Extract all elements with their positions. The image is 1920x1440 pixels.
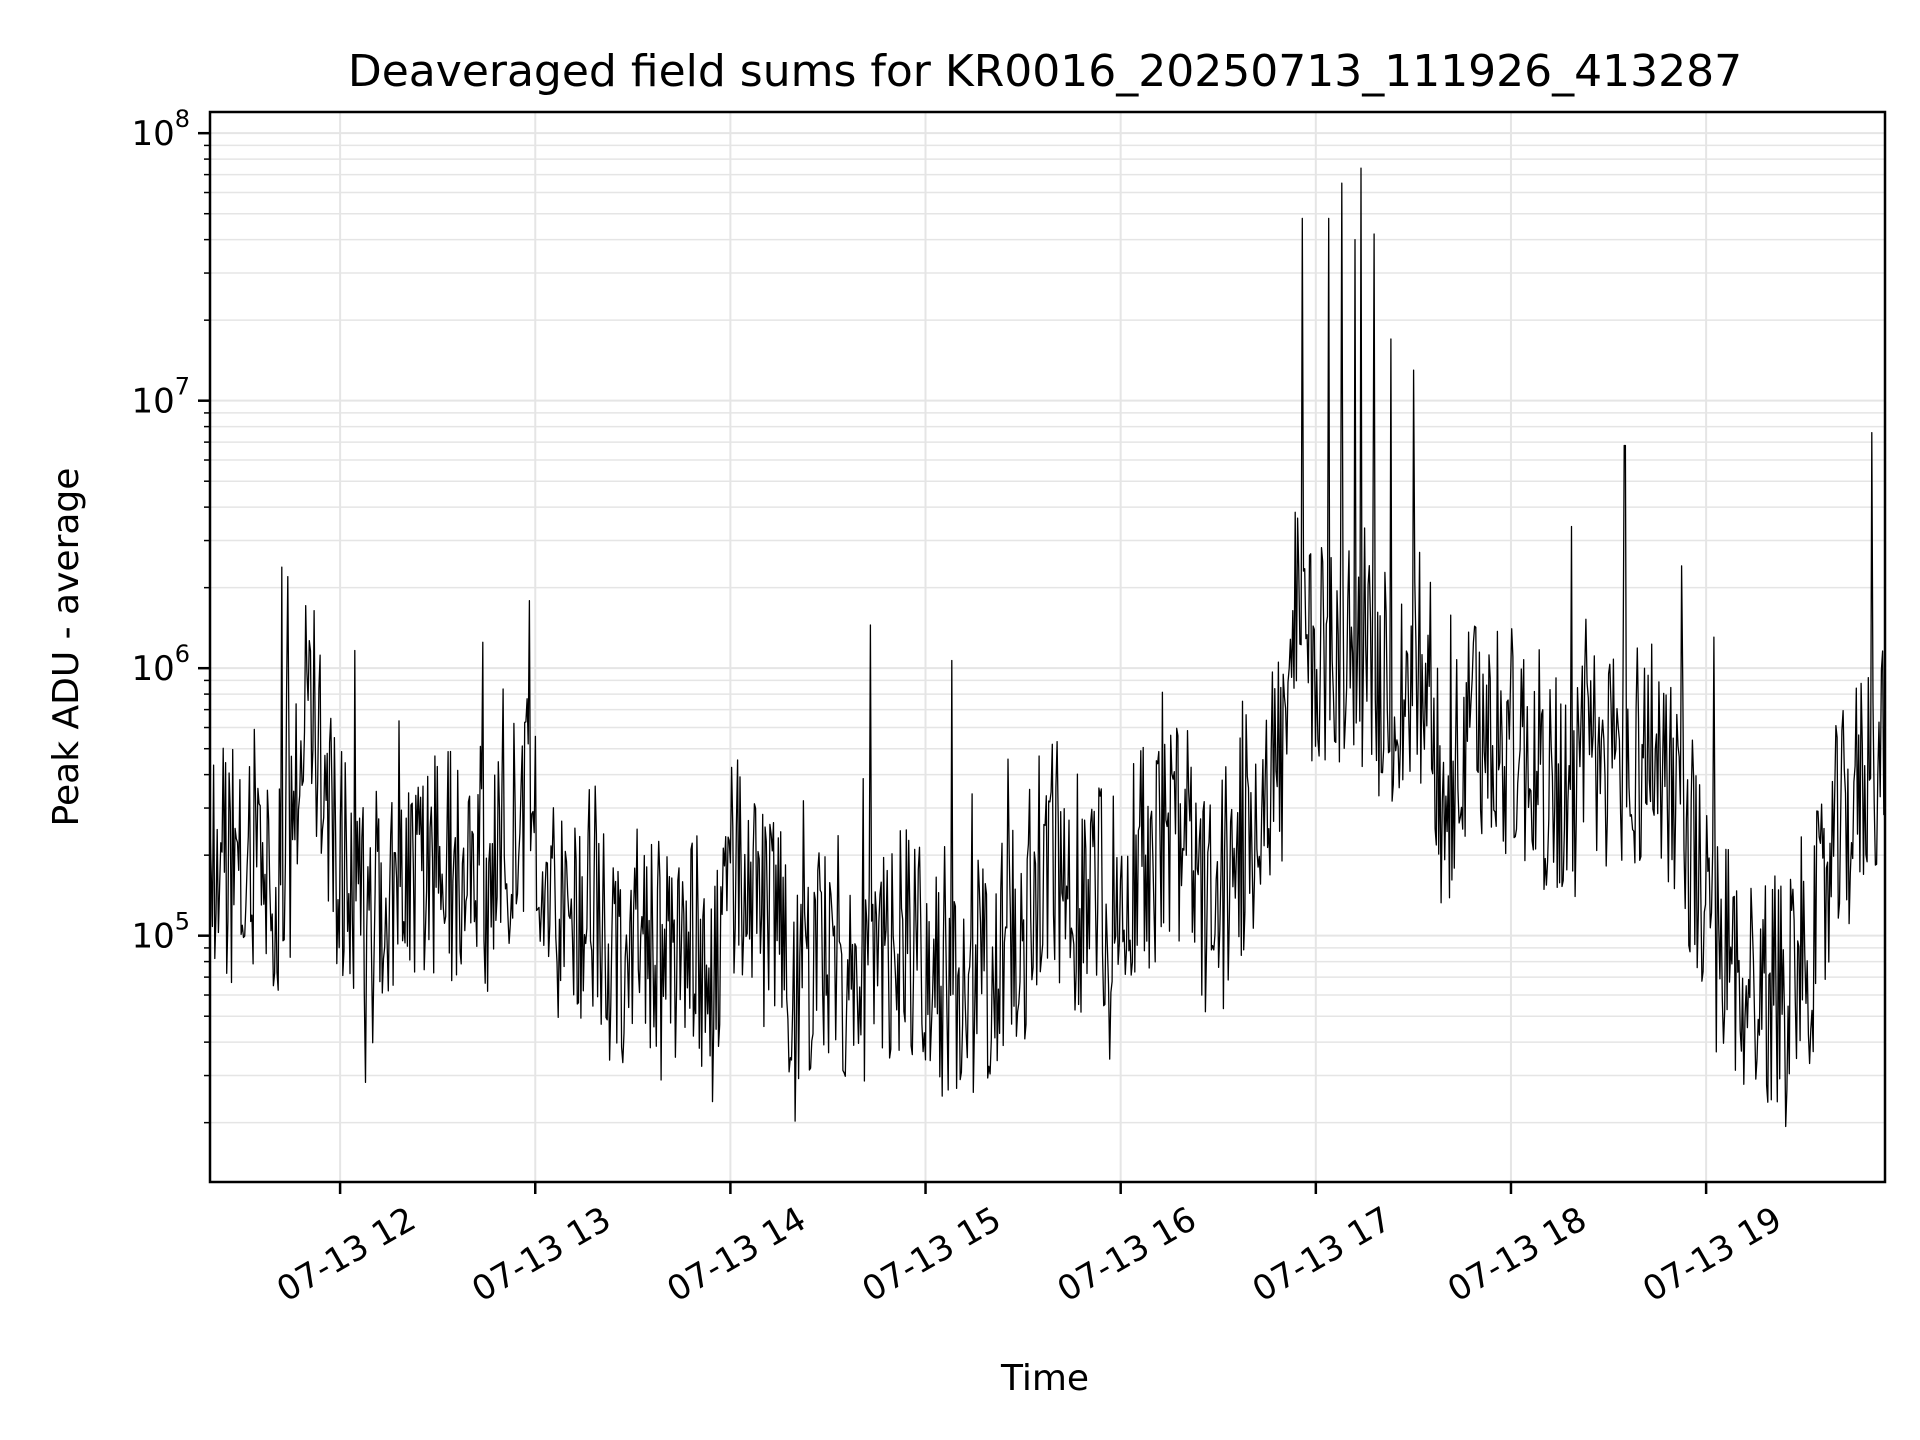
y-tick-label: 105 bbox=[131, 908, 190, 957]
x-axis-label: Time bbox=[1000, 1358, 1089, 1399]
x-axis: 07-13 12 07-13 13 07-13 14 07-13 15 07-13 16… bbox=[270, 1182, 1789, 1310]
chart-title: Deaveraged field sums for KR0016_2025071… bbox=[348, 46, 1742, 97]
y-tick-label: 107 bbox=[131, 373, 190, 422]
plot-frame bbox=[208, 110, 1887, 1184]
series-line bbox=[209, 167, 1886, 1128]
series-group bbox=[209, 167, 1886, 1128]
x-tick-label: 07-13 18 bbox=[1441, 1199, 1593, 1310]
x-tick-label: 07-13 16 bbox=[1051, 1199, 1203, 1310]
y-tick-label: 108 bbox=[131, 105, 190, 154]
x-tick-label: 07-13 19 bbox=[1636, 1199, 1788, 1310]
y-axis: 105 106 107 108 bbox=[131, 105, 210, 1124]
y-axis-label: Peak ADU - average bbox=[46, 468, 87, 827]
x-tick-label: 07-13 12 bbox=[270, 1199, 422, 1310]
x-tick-label: 07-13 14 bbox=[660, 1199, 812, 1310]
x-tick-label: 07-13 17 bbox=[1246, 1199, 1398, 1310]
grid bbox=[210, 112, 1885, 1182]
x-tick-label: 07-13 15 bbox=[856, 1199, 1008, 1310]
x-tick-label: 07-13 13 bbox=[465, 1199, 617, 1310]
y-tick-label: 106 bbox=[131, 640, 190, 689]
